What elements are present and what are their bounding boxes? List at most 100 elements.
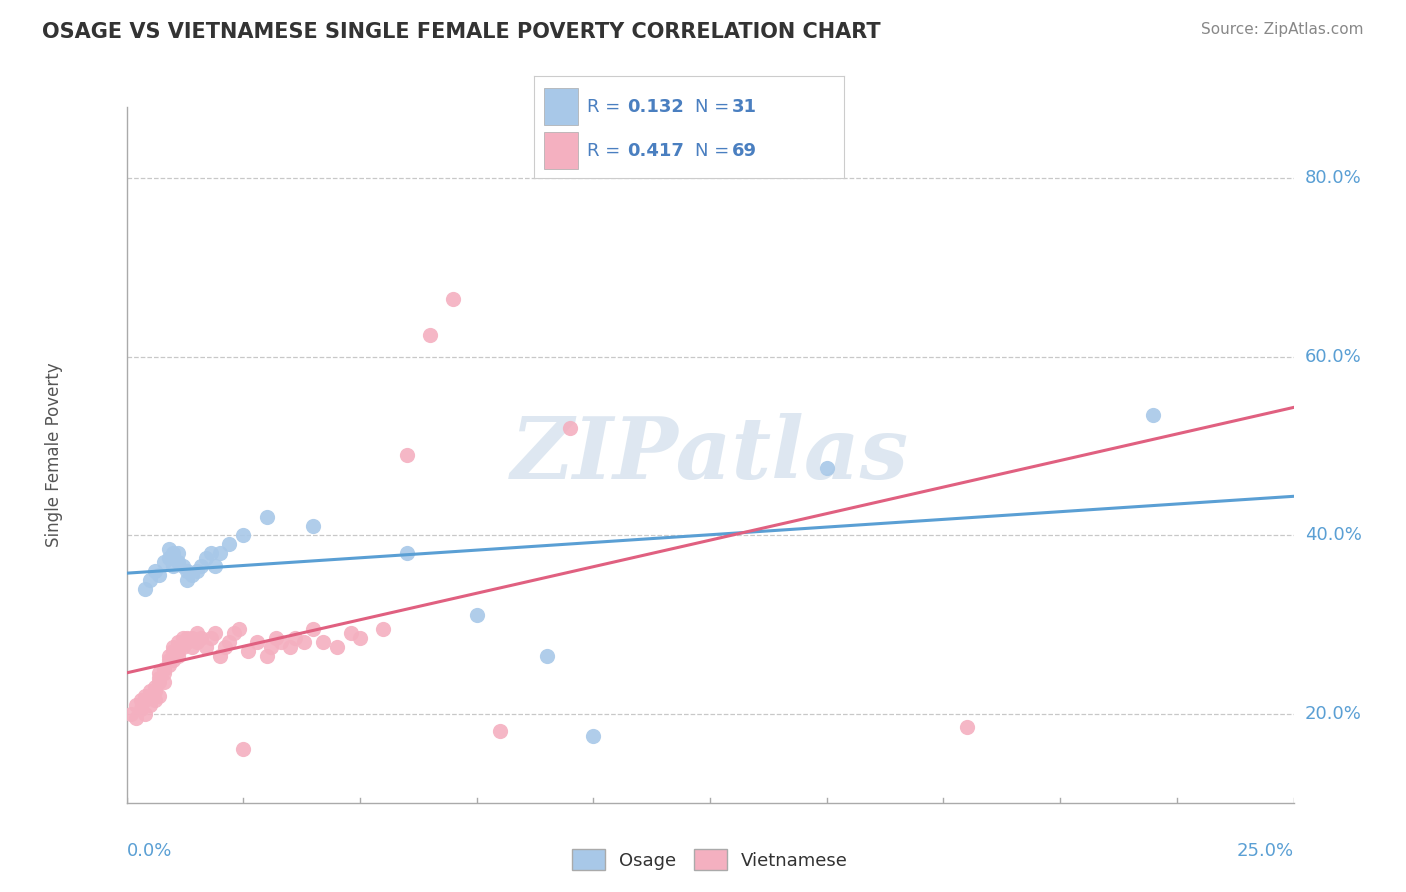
Point xyxy=(162,644,184,658)
Point xyxy=(148,675,170,690)
Point xyxy=(194,550,217,565)
Point xyxy=(292,635,315,649)
Point xyxy=(204,626,226,640)
Text: R =: R = xyxy=(586,142,626,160)
Point xyxy=(190,559,212,574)
Point xyxy=(139,573,162,587)
Text: 80.0%: 80.0% xyxy=(1305,169,1361,187)
Point xyxy=(143,680,166,694)
Point xyxy=(157,541,180,556)
Point xyxy=(162,546,184,560)
Point xyxy=(489,724,512,739)
Point xyxy=(153,666,176,681)
Text: 69: 69 xyxy=(733,142,758,160)
Point xyxy=(956,720,979,734)
Point xyxy=(172,640,194,654)
Point xyxy=(465,608,488,623)
Bar xyxy=(544,132,578,169)
Point xyxy=(162,640,184,654)
Point xyxy=(139,698,162,712)
Point xyxy=(339,626,361,640)
Point xyxy=(176,573,198,587)
Point xyxy=(208,546,231,560)
Point xyxy=(256,510,278,524)
Point xyxy=(218,537,240,551)
Text: Single Female Poverty: Single Female Poverty xyxy=(45,363,63,547)
Point xyxy=(349,631,371,645)
Point xyxy=(129,693,152,707)
Point xyxy=(373,622,395,636)
Point xyxy=(256,648,278,663)
Legend: Osage, Vietnamese: Osage, Vietnamese xyxy=(565,842,855,877)
Point xyxy=(278,640,301,654)
Text: 60.0%: 60.0% xyxy=(1305,348,1361,366)
Point xyxy=(200,631,222,645)
Text: 31: 31 xyxy=(733,97,758,116)
Point xyxy=(176,635,198,649)
Point xyxy=(139,689,162,703)
Point xyxy=(134,582,156,596)
Point xyxy=(1142,408,1164,422)
Point xyxy=(157,653,180,667)
Point xyxy=(167,555,190,569)
Point xyxy=(190,631,212,645)
Point xyxy=(143,684,166,698)
Point xyxy=(148,568,170,582)
Text: ZIPatlas: ZIPatlas xyxy=(510,413,910,497)
Point xyxy=(176,631,198,645)
Point xyxy=(186,626,208,640)
Point xyxy=(153,555,176,569)
Text: 40.0%: 40.0% xyxy=(1305,526,1361,544)
Point xyxy=(236,644,259,658)
Point xyxy=(232,528,254,542)
Point xyxy=(134,706,156,721)
Point xyxy=(157,648,180,663)
Point xyxy=(558,421,581,435)
Text: R =: R = xyxy=(586,97,626,116)
Point xyxy=(325,640,347,654)
Point xyxy=(125,711,148,725)
Point xyxy=(194,640,217,654)
Text: 25.0%: 25.0% xyxy=(1236,842,1294,860)
Point xyxy=(172,559,194,574)
Point xyxy=(218,635,240,649)
Text: 0.132: 0.132 xyxy=(627,97,683,116)
Point xyxy=(167,648,190,663)
Point xyxy=(186,635,208,649)
Point xyxy=(153,662,176,676)
Point xyxy=(167,546,190,560)
Text: N =: N = xyxy=(695,97,735,116)
Point xyxy=(143,693,166,707)
Point xyxy=(536,648,558,663)
Point xyxy=(208,648,231,663)
Point xyxy=(186,564,208,578)
Point xyxy=(129,702,152,716)
Point xyxy=(139,684,162,698)
Point xyxy=(270,635,292,649)
Point xyxy=(311,635,333,649)
Point xyxy=(134,689,156,703)
Text: Source: ZipAtlas.com: Source: ZipAtlas.com xyxy=(1201,22,1364,37)
Point xyxy=(148,666,170,681)
Point xyxy=(120,706,142,721)
Point xyxy=(246,635,269,649)
Point xyxy=(162,653,184,667)
Point xyxy=(162,559,184,574)
Point xyxy=(264,631,287,645)
Bar xyxy=(544,88,578,125)
Point xyxy=(148,689,170,703)
Point xyxy=(157,657,180,672)
Point xyxy=(157,550,180,565)
Text: 20.0%: 20.0% xyxy=(1305,705,1361,723)
Point xyxy=(232,742,254,756)
Text: OSAGE VS VIETNAMESE SINGLE FEMALE POVERTY CORRELATION CHART: OSAGE VS VIETNAMESE SINGLE FEMALE POVERT… xyxy=(42,22,880,42)
Point xyxy=(134,693,156,707)
Text: 0.0%: 0.0% xyxy=(127,842,172,860)
Point xyxy=(200,546,222,560)
Text: 0.417: 0.417 xyxy=(627,142,683,160)
Point xyxy=(815,461,838,475)
Point xyxy=(125,698,148,712)
Point xyxy=(228,622,250,636)
Point xyxy=(172,631,194,645)
Point xyxy=(260,640,283,654)
